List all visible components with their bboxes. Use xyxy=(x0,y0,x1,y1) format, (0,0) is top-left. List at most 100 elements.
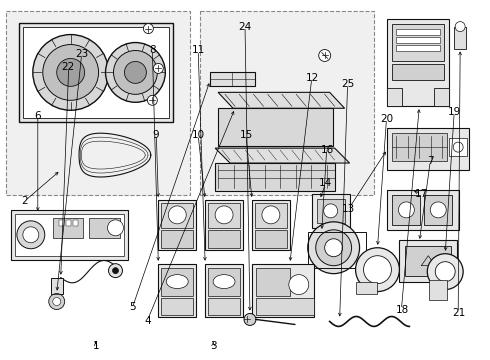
Bar xyxy=(317,199,344,223)
Bar xyxy=(6,11,190,195)
Text: 7: 7 xyxy=(427,156,434,166)
Bar xyxy=(255,203,287,228)
Text: 2: 2 xyxy=(21,196,28,206)
Text: 5: 5 xyxy=(129,302,136,312)
Bar xyxy=(161,230,193,248)
Ellipse shape xyxy=(213,275,235,289)
Text: 16: 16 xyxy=(320,144,334,154)
Text: 14: 14 xyxy=(319,178,332,188)
Bar xyxy=(392,133,447,161)
Text: 25: 25 xyxy=(341,79,354,89)
Circle shape xyxy=(325,239,343,257)
Bar xyxy=(312,194,349,228)
Bar xyxy=(215,163,335,191)
Bar xyxy=(208,230,240,248)
Circle shape xyxy=(23,227,39,243)
Text: 1: 1 xyxy=(93,341,99,351)
Bar xyxy=(11,210,128,260)
Circle shape xyxy=(105,42,165,102)
Bar xyxy=(23,27,169,118)
Bar xyxy=(449,138,467,156)
Text: 23: 23 xyxy=(75,49,88,59)
Text: 13: 13 xyxy=(342,204,355,214)
Bar xyxy=(356,282,377,293)
Circle shape xyxy=(153,63,163,73)
Text: 15: 15 xyxy=(240,130,253,140)
Circle shape xyxy=(289,275,309,294)
Bar xyxy=(429,280,447,300)
Circle shape xyxy=(108,264,122,278)
Circle shape xyxy=(17,221,45,249)
Circle shape xyxy=(33,35,108,110)
Text: 17: 17 xyxy=(415,189,428,199)
Circle shape xyxy=(430,202,446,218)
Bar xyxy=(252,264,314,318)
Bar xyxy=(399,240,457,282)
Circle shape xyxy=(318,50,331,62)
Bar xyxy=(454,27,466,49)
Bar xyxy=(388,128,469,170)
Circle shape xyxy=(364,256,392,284)
Bar xyxy=(396,28,440,35)
Polygon shape xyxy=(215,148,349,163)
Bar xyxy=(392,64,444,80)
Text: 19: 19 xyxy=(448,107,462,117)
Circle shape xyxy=(107,220,123,236)
Text: 24: 24 xyxy=(238,22,252,32)
Circle shape xyxy=(113,268,119,274)
Circle shape xyxy=(114,50,157,94)
Circle shape xyxy=(455,22,465,32)
Circle shape xyxy=(124,62,147,84)
Text: 12: 12 xyxy=(306,73,319,83)
Bar xyxy=(89,218,121,238)
Bar xyxy=(256,298,314,315)
Bar xyxy=(200,11,374,195)
Circle shape xyxy=(435,262,455,282)
Bar xyxy=(158,264,196,318)
Circle shape xyxy=(316,230,352,266)
Circle shape xyxy=(398,202,415,218)
Circle shape xyxy=(168,206,186,224)
Bar xyxy=(208,298,240,315)
Text: 11: 11 xyxy=(192,45,205,55)
Bar xyxy=(388,19,449,106)
Text: 6: 6 xyxy=(34,111,41,121)
Bar xyxy=(434,88,449,106)
Bar xyxy=(405,246,451,276)
Circle shape xyxy=(244,314,256,325)
Circle shape xyxy=(427,254,463,289)
Bar xyxy=(158,200,196,250)
Text: 9: 9 xyxy=(153,130,159,140)
Polygon shape xyxy=(218,92,344,108)
Bar xyxy=(66,220,71,226)
Bar xyxy=(161,298,193,315)
Circle shape xyxy=(308,222,360,274)
Text: 20: 20 xyxy=(380,114,393,124)
Bar xyxy=(255,230,287,248)
Circle shape xyxy=(147,95,157,105)
Circle shape xyxy=(49,293,65,310)
Bar xyxy=(388,190,459,230)
Bar xyxy=(396,45,440,50)
Bar xyxy=(73,220,77,226)
Circle shape xyxy=(53,298,61,306)
Circle shape xyxy=(262,206,280,224)
Bar xyxy=(161,268,193,296)
Bar xyxy=(19,23,173,122)
Bar xyxy=(161,203,193,228)
Circle shape xyxy=(324,204,338,218)
Bar xyxy=(218,108,333,146)
Bar xyxy=(388,88,402,106)
Text: 21: 21 xyxy=(452,308,466,318)
Bar xyxy=(210,72,255,86)
Bar xyxy=(59,220,64,226)
Text: 8: 8 xyxy=(149,45,155,55)
Circle shape xyxy=(453,142,463,152)
Circle shape xyxy=(57,58,85,86)
Circle shape xyxy=(356,248,399,292)
Circle shape xyxy=(215,206,233,224)
Bar xyxy=(396,37,440,42)
Bar xyxy=(53,218,83,238)
Circle shape xyxy=(144,24,153,33)
Text: 4: 4 xyxy=(144,316,151,325)
